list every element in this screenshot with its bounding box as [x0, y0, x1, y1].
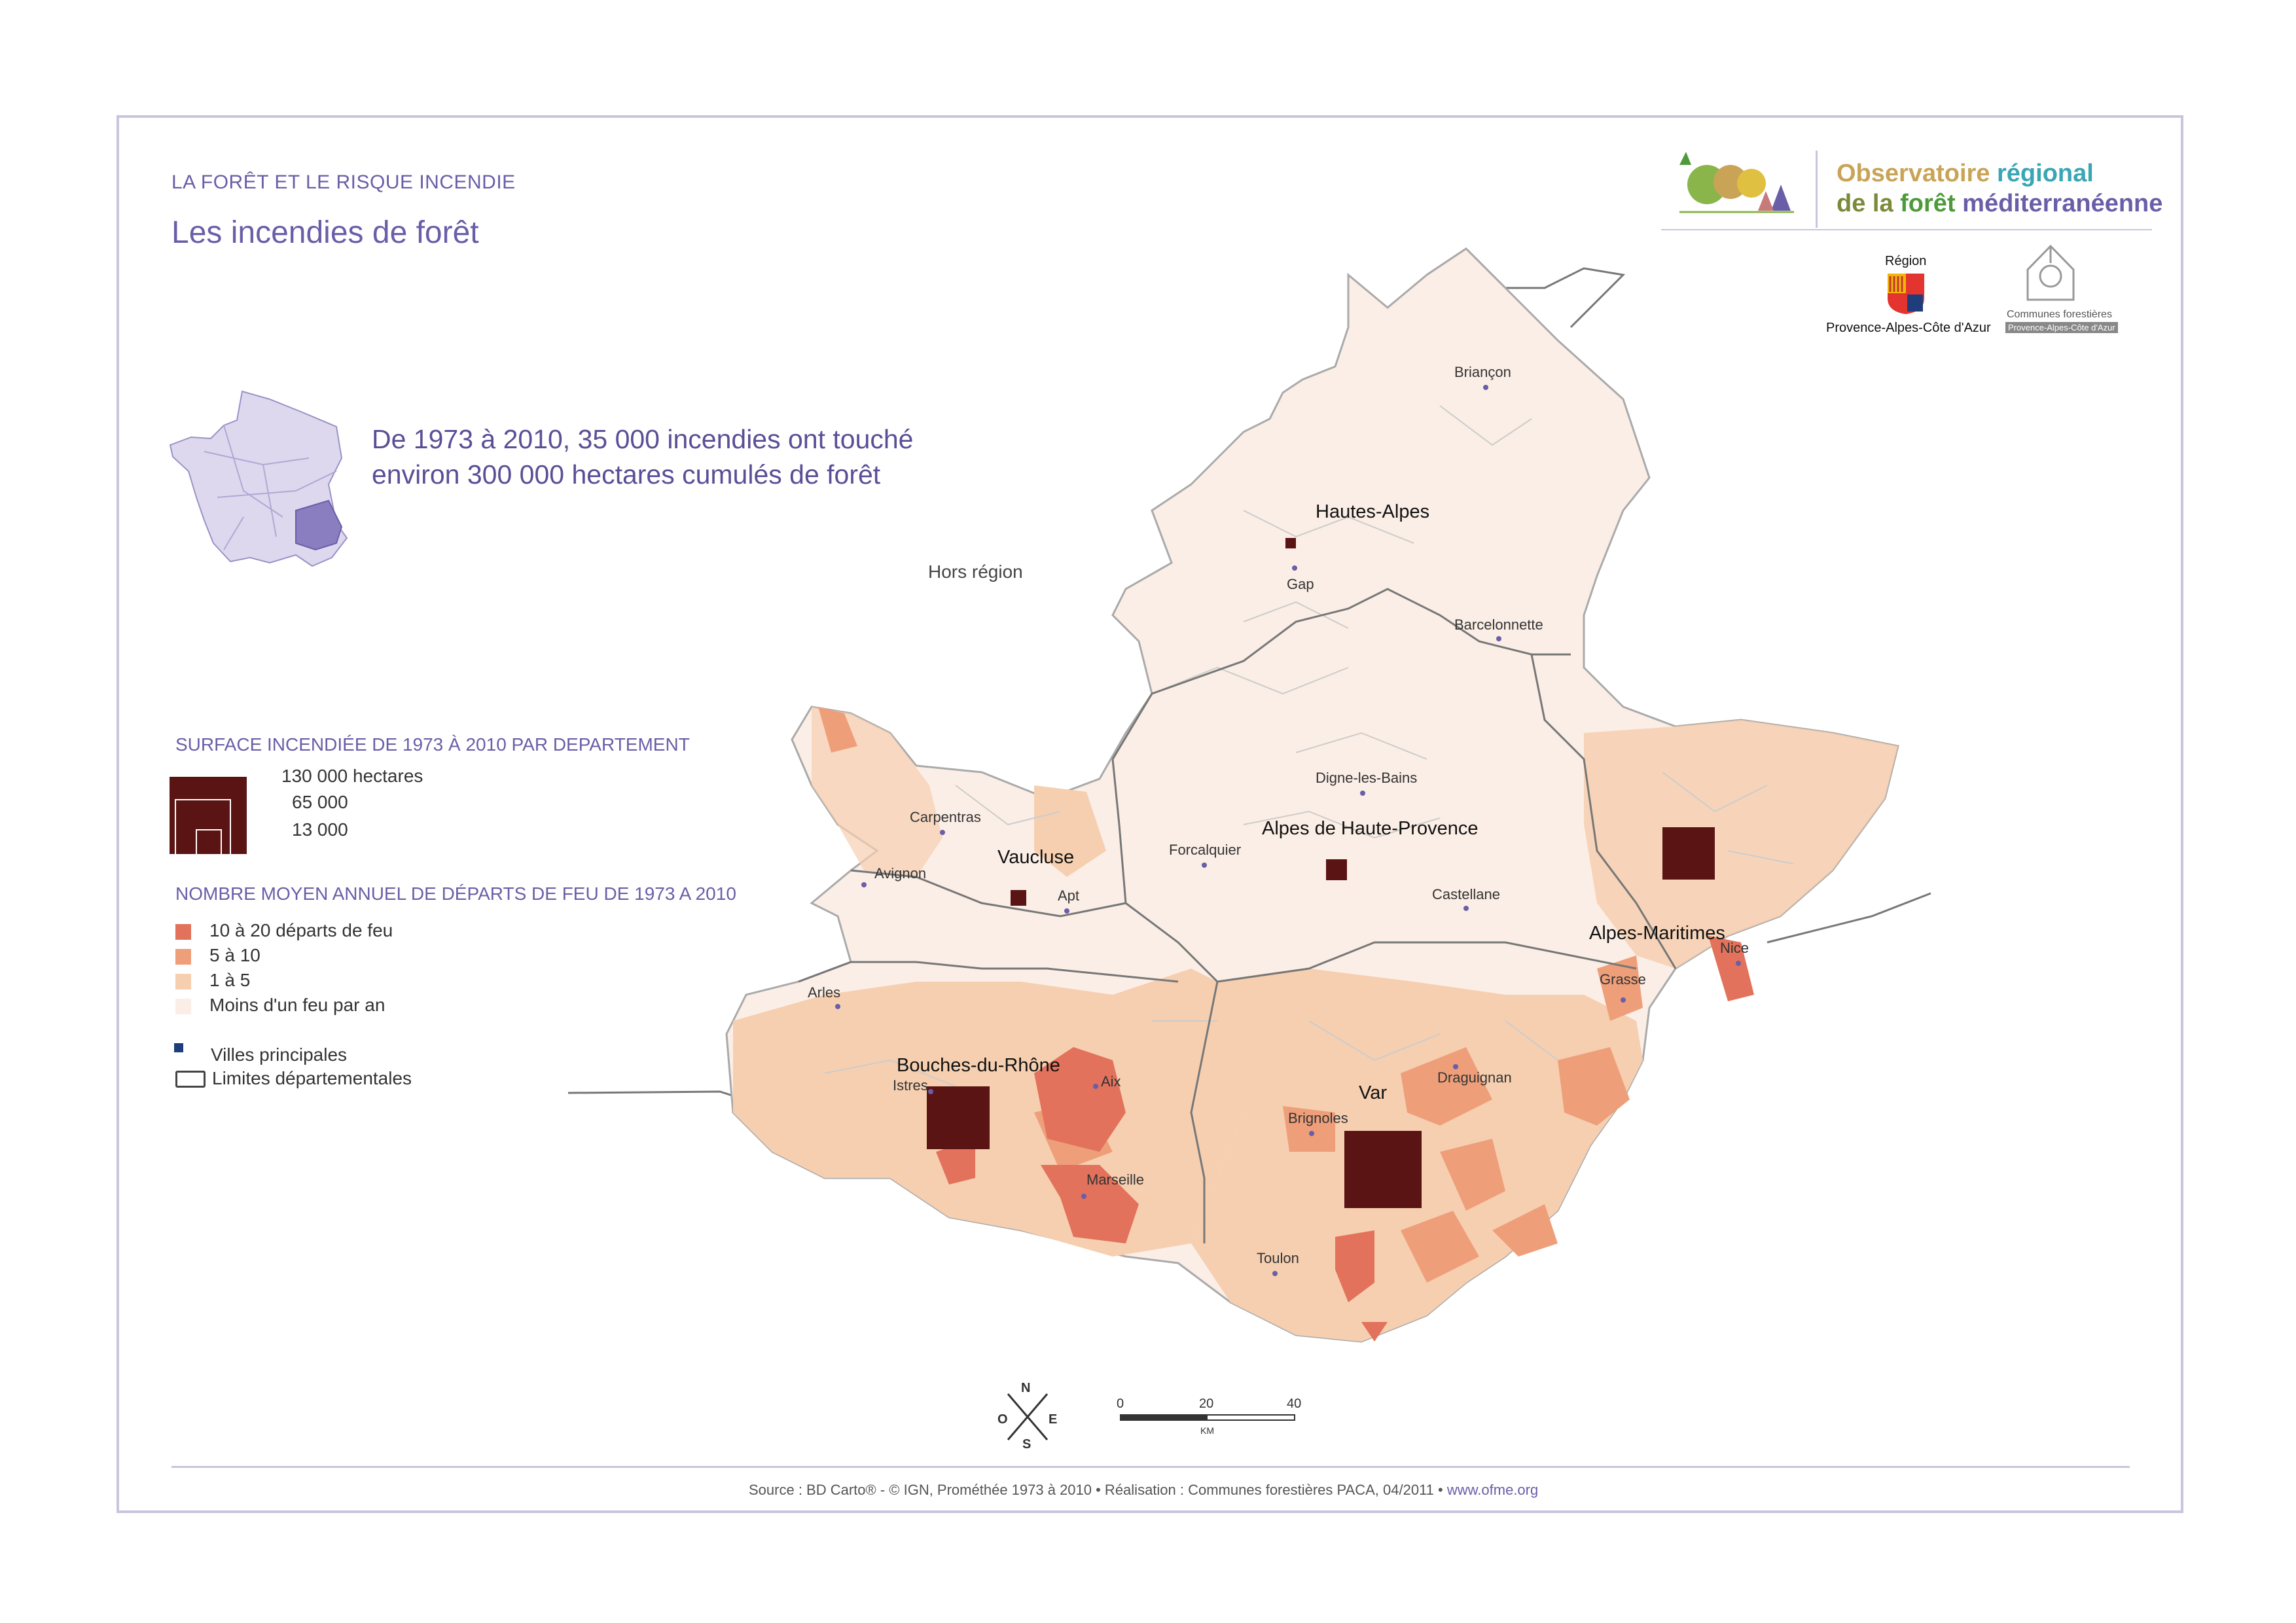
headline-line-1: De 1973 à 2010, 35 000 incendies ont tou… [372, 424, 914, 454]
surface-square [1662, 827, 1715, 880]
city-label: Nice [1720, 940, 1749, 956]
legend-boundary-swatch [175, 1071, 206, 1088]
legend-swatch [175, 949, 191, 965]
footer-rule [171, 1466, 2130, 1468]
legend-swatch [175, 974, 191, 990]
legend-surface-title: SURFACE INCENDIÉE DE 1973 À 2010 PAR DEP… [175, 734, 690, 755]
city-label: Carpentras [910, 809, 981, 825]
city-label: Istres [893, 1077, 928, 1094]
legend-city-marker [174, 1043, 183, 1052]
site-link[interactable]: www.ofme.org [1446, 1482, 1539, 1498]
surface-square [927, 1086, 990, 1149]
legend-cities-label: Villes principales [211, 1044, 348, 1065]
scale-unit: KM [1200, 1425, 1214, 1436]
legend-class-label: Moins d'un feu par an [209, 995, 386, 1015]
compass-west: O [997, 1412, 1008, 1427]
legend-proportional-squares [169, 776, 248, 855]
dept-label-vaucluse: Vaucluse [997, 847, 1075, 868]
city-label: Grasse [1600, 971, 1646, 988]
surface-square [1326, 859, 1347, 880]
legend-departs-title: NOMBRE MOYEN ANNUEL DE DÉPARTS DE FEU DE… [175, 883, 736, 904]
region-label: Région [1885, 254, 1927, 268]
surface-square [1011, 890, 1026, 906]
communes-forestieres-icon [2026, 244, 2075, 301]
scale-label: 0 [1117, 1397, 1124, 1411]
compass-east: E [1049, 1412, 1058, 1427]
logo-divider [1816, 151, 1818, 228]
dept-label-bouches-du-rhone: Bouches-du-Rhône [897, 1055, 1060, 1076]
city-label: Gap [1287, 576, 1314, 592]
legend-swatch [175, 999, 191, 1014]
observatoire-logo-icon [1679, 152, 1794, 213]
city-label: Marseille [1086, 1171, 1145, 1188]
communes-name: Communes forestières [2007, 309, 2112, 320]
surface-square [1344, 1131, 1422, 1208]
city-label: Brignoles [1288, 1110, 1348, 1126]
headline-line-2: environ 300 000 hectares cumulés de forê… [372, 459, 881, 490]
france-inset-map [169, 390, 348, 567]
city-label: Avignon [874, 865, 927, 882]
observatoire-title-2: de la forêt méditerranéenne [1837, 190, 2163, 217]
city-label: Apt [1058, 887, 1080, 904]
dept-label-hautes-alpes: Hautes-Alpes [1316, 501, 1430, 522]
scale-label: 40 [1287, 1397, 1302, 1411]
dept-label-alpes-haute-provence: Alpes de Haute-Provence [1262, 818, 1479, 839]
legend-surface-value: 130 000 hectares [281, 766, 423, 786]
compass-south: S [1022, 1437, 1031, 1452]
surface-square [1285, 538, 1296, 548]
scale-label: 20 [1199, 1397, 1214, 1411]
header-rule [1661, 229, 2152, 230]
legend-surface-value: 65 000 [292, 792, 348, 812]
region-name: Provence-Alpes-Côte d'Azur [1826, 321, 1991, 335]
page-title: Les incendies de forêt [171, 215, 479, 250]
city-label: Toulon [1257, 1250, 1299, 1266]
city-label: Castellane [1432, 886, 1500, 902]
observatoire-title-1: Observatoire régional [1837, 160, 2094, 187]
dept-label-var: Var [1359, 1082, 1387, 1103]
legend-class-label: 1 à 5 [209, 970, 251, 990]
hors-region-label: Hors région [928, 562, 1023, 582]
page-frame [117, 115, 2183, 1513]
section-kicker: LA FORÊT ET LE RISQUE INCENDIE [171, 171, 516, 193]
dept-label-alpes-maritimes: Alpes-Maritimes [1589, 923, 1725, 944]
compass-north: N [1021, 1381, 1031, 1395]
legend-class-label: 10 à 20 départs de feu [209, 920, 393, 940]
source-credit: Source : BD Carto® - © IGN, Prométhée 19… [749, 1482, 1539, 1498]
legend-boundaries-label: Limites départementales [212, 1068, 412, 1088]
city-label: Barcelonnette [1454, 616, 1543, 633]
region-shield-icon [1888, 274, 1924, 314]
city-label: Digne-les-Bains [1316, 770, 1418, 786]
city-label: Forcalquier [1169, 842, 1242, 858]
communes-region: Provence-Alpes-Côte d'Azur [2005, 322, 2118, 333]
city-label: Briançon [1454, 364, 1511, 380]
city-label: Draguignan [1437, 1069, 1512, 1086]
legend-class-label: 5 à 10 [209, 945, 260, 965]
legend-swatch [175, 924, 191, 940]
legend-surface-value: 13 000 [292, 819, 348, 840]
city-label: Arles [808, 984, 841, 1001]
city-label: Aix [1101, 1073, 1121, 1090]
